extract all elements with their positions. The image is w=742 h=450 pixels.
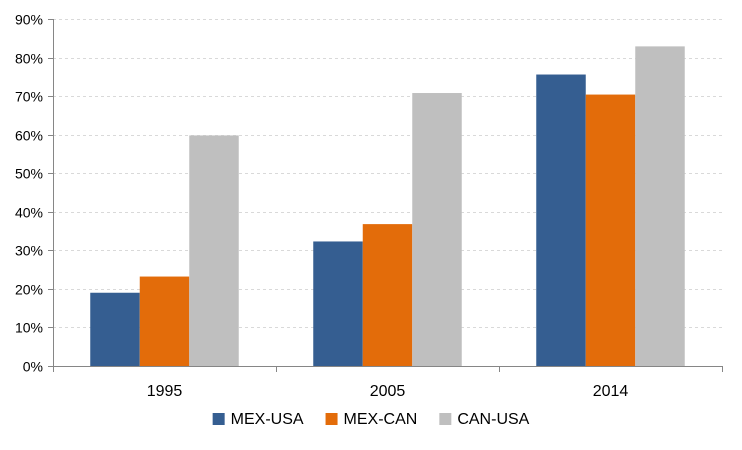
y-tick-label: 30% bbox=[15, 243, 43, 259]
x-tick-label: 2005 bbox=[370, 383, 406, 400]
legend: MEX-USA MEX-CAN CAN-USA bbox=[212, 411, 530, 428]
legend-swatch bbox=[325, 413, 338, 425]
y-tick-label: 10% bbox=[15, 320, 43, 336]
y-tick-label: 80% bbox=[15, 51, 43, 67]
y-tick-label: 50% bbox=[15, 166, 43, 182]
bar-mex-usa-1995 bbox=[90, 292, 140, 366]
x-tick-label: 2014 bbox=[593, 383, 629, 400]
legend-label: MEX-CAN bbox=[344, 411, 418, 428]
legend-swatch bbox=[212, 413, 225, 425]
y-tick-label: 70% bbox=[15, 89, 43, 105]
legend-item-mex-usa: MEX-USA bbox=[212, 411, 304, 428]
bar-mex-can-2005 bbox=[362, 224, 413, 366]
y-tick-label: 90% bbox=[15, 12, 43, 28]
bar-mex-usa-2005 bbox=[313, 241, 363, 366]
legend-label: CAN-USA bbox=[457, 411, 529, 428]
bar-mex-usa-2014 bbox=[536, 74, 586, 367]
bar-mex-can-1995 bbox=[139, 276, 190, 366]
x-tick-label: 1995 bbox=[147, 383, 183, 400]
y-tick-label: 60% bbox=[15, 128, 43, 144]
y-tick-label: 0% bbox=[23, 359, 43, 375]
x-axis-labels: 1995 2005 2014 bbox=[147, 383, 629, 400]
legend-label: MEX-USA bbox=[231, 411, 304, 428]
y-tick-label: 20% bbox=[15, 282, 43, 298]
y-tick-label: 40% bbox=[15, 205, 43, 221]
bar-can-usa-1995 bbox=[189, 135, 239, 366]
y-axis-ticks: 0% 10% 20% 30% 40% 50% 60% 70% 80% 90% bbox=[15, 12, 43, 375]
bar-can-usa-2014 bbox=[635, 46, 685, 366]
bar-can-usa-2005 bbox=[412, 93, 462, 366]
legend-item-can-usa: CAN-USA bbox=[439, 411, 530, 428]
bars bbox=[90, 46, 685, 367]
legend-swatch bbox=[439, 413, 452, 425]
x-axis bbox=[48, 19, 723, 372]
bar-mex-can-2014 bbox=[585, 94, 636, 367]
legend-item-mex-can: MEX-CAN bbox=[325, 411, 418, 428]
